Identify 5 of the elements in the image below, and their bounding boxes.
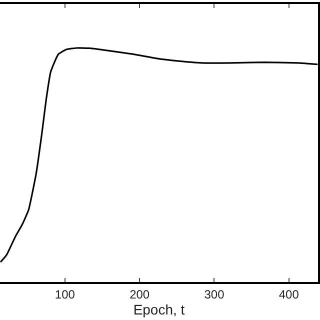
x-axis-title: Epoch, t (133, 301, 185, 318)
x-tick-label: 100 (54, 287, 76, 302)
x-tick-label: 200 (130, 287, 150, 302)
x-tick-label: 400 (278, 287, 300, 302)
x-tick-label: 300 (204, 287, 225, 302)
